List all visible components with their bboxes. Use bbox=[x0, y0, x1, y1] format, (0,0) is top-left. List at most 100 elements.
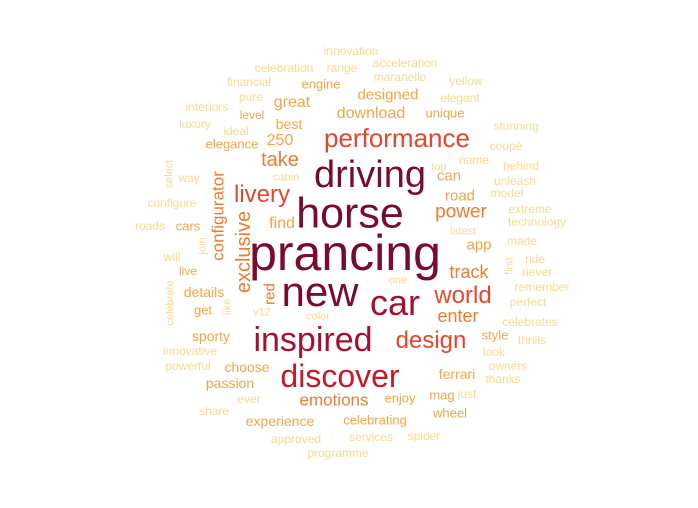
word-driving: driving bbox=[314, 154, 426, 196]
word-app: app bbox=[466, 236, 492, 254]
word-wheel: wheel bbox=[433, 405, 467, 421]
word-design: design bbox=[395, 327, 467, 354]
word-cabin: cabin bbox=[272, 171, 300, 184]
word-first: first bbox=[503, 257, 516, 275]
word-latest: latest bbox=[449, 225, 477, 238]
word-never: never bbox=[521, 265, 553, 279]
word-world: world bbox=[434, 282, 492, 309]
word-take: take bbox=[261, 149, 299, 171]
word-configurator: configurator bbox=[208, 171, 228, 261]
word-250: 250 bbox=[266, 132, 294, 149]
word-track: track bbox=[449, 262, 489, 282]
word-emotions: emotions bbox=[299, 390, 369, 410]
word-just: just bbox=[457, 387, 477, 401]
word-spider: spider bbox=[407, 429, 441, 443]
word-owners: owners bbox=[488, 359, 528, 373]
word-get: get bbox=[193, 302, 213, 318]
word-stunning: stunning bbox=[493, 119, 539, 133]
word-details: details bbox=[183, 284, 225, 300]
word-yellow: yellow bbox=[449, 74, 483, 88]
word-mag: mag bbox=[429, 387, 455, 403]
word-made: made bbox=[506, 234, 538, 248]
word-unleash: unleash bbox=[493, 174, 537, 188]
word-v12: v12 bbox=[253, 306, 271, 319]
word-unique: unique bbox=[425, 105, 465, 121]
word-share: share bbox=[198, 404, 230, 418]
word-powerful: powerful bbox=[165, 359, 211, 373]
word-acceleration: acceleration bbox=[372, 56, 438, 70]
word-coupe: coupé bbox=[489, 139, 523, 153]
word-great: great bbox=[273, 94, 311, 111]
word-thrills: thrills bbox=[517, 333, 547, 347]
word-extreme: extreme bbox=[508, 202, 552, 216]
word-livery: livery bbox=[233, 181, 291, 208]
word-luxury: luxury bbox=[178, 117, 212, 131]
word-style: style bbox=[481, 327, 509, 343]
word-enjoy: enjoy bbox=[384, 390, 416, 406]
word-model: model bbox=[490, 186, 524, 200]
word-inspired: inspired bbox=[253, 321, 373, 359]
word-road: road bbox=[444, 187, 476, 205]
word-ferrari: ferrari bbox=[438, 366, 476, 382]
word-download: download bbox=[336, 105, 406, 122]
word-performance: performance bbox=[324, 123, 470, 153]
word-one: one bbox=[388, 274, 408, 287]
word-passion: passion bbox=[205, 375, 255, 391]
word-pure: pure bbox=[238, 90, 264, 104]
word-find: find bbox=[269, 215, 295, 232]
word-maranello: maranello bbox=[373, 70, 427, 84]
word-exclusive: exclusive bbox=[233, 210, 255, 294]
word-like: like bbox=[221, 298, 234, 316]
word-designed: designed bbox=[357, 86, 419, 104]
word-top: top bbox=[431, 161, 447, 174]
word-services: services bbox=[348, 430, 394, 444]
word-remember: remember bbox=[514, 280, 570, 294]
word-configure: configure bbox=[147, 196, 197, 210]
word-can: can bbox=[436, 167, 462, 185]
word-programme: programme bbox=[307, 446, 369, 460]
word-name: name bbox=[458, 153, 490, 167]
word-red: red bbox=[261, 283, 279, 305]
word-choose: choose bbox=[224, 359, 270, 375]
word-ride: ride bbox=[524, 252, 546, 266]
word-discover: discover bbox=[280, 358, 400, 394]
word-join: join bbox=[196, 237, 209, 255]
word-cars: cars bbox=[175, 218, 201, 234]
word-engine: engine bbox=[301, 76, 341, 92]
word-celebrating: celebrating bbox=[343, 412, 407, 428]
word-elegant: elegant bbox=[440, 91, 480, 105]
word-celebrates: celebrates bbox=[502, 315, 558, 329]
word-elegance: elegance bbox=[205, 136, 259, 152]
word-car: car bbox=[369, 282, 421, 323]
word-color: color bbox=[306, 310, 330, 323]
word-ideal: ideal bbox=[223, 124, 249, 138]
word-financial: financial bbox=[226, 75, 272, 89]
word-select: select bbox=[163, 159, 176, 189]
word-level: level bbox=[239, 108, 265, 122]
word-approved: approved bbox=[270, 432, 322, 446]
word-ever: ever bbox=[237, 392, 261, 406]
word-enter: enter bbox=[437, 306, 479, 326]
word-sporty: sporty bbox=[191, 328, 231, 344]
word-will: will bbox=[163, 250, 181, 264]
word-innovative: innovative bbox=[162, 344, 218, 358]
word-celebration: celebration bbox=[254, 61, 314, 75]
word-experience: experience bbox=[245, 413, 315, 429]
word-thanks: thanks bbox=[485, 372, 521, 386]
word-power: power bbox=[435, 201, 487, 223]
word-perfect: perfect bbox=[509, 295, 547, 309]
word-roads: roads bbox=[134, 219, 166, 233]
word-prancing: prancing bbox=[249, 225, 441, 281]
word-range: range bbox=[326, 61, 358, 75]
word-way: way bbox=[178, 171, 200, 185]
word-live: live bbox=[178, 264, 198, 278]
word-new: new bbox=[281, 268, 359, 315]
word-horse: horse bbox=[296, 189, 404, 238]
word-celebrate: celebrate bbox=[164, 280, 177, 326]
word-look: look bbox=[482, 345, 506, 359]
word-best: best bbox=[275, 116, 303, 132]
word-interiors: interiors bbox=[185, 100, 229, 114]
word-technology: technology bbox=[507, 215, 567, 229]
word-innovation: innovation bbox=[323, 44, 379, 58]
